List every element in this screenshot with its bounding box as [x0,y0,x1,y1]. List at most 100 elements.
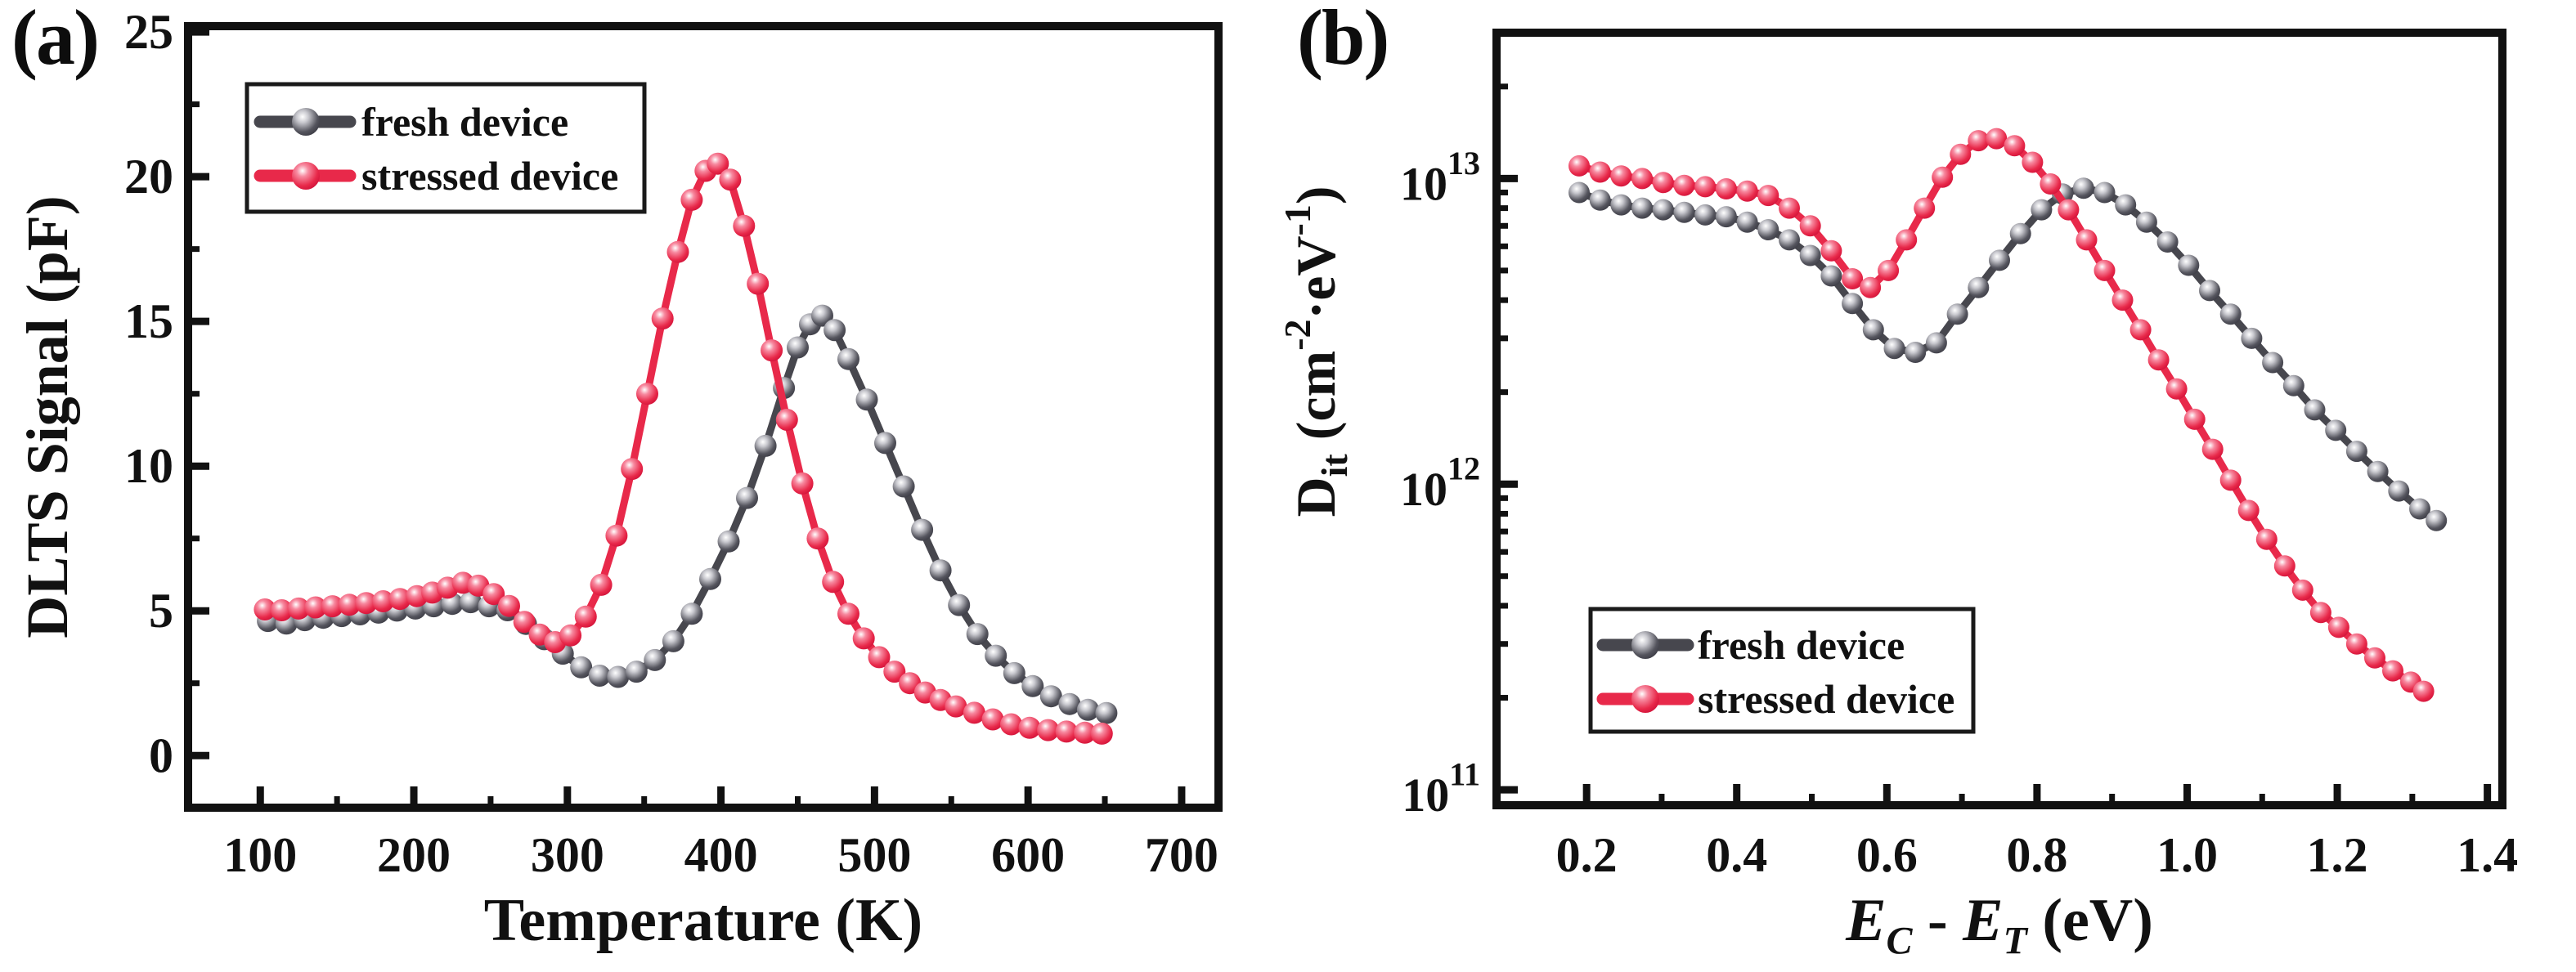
fresh_device-data-point [1968,276,1990,298]
stressed_device-data-point [883,661,906,683]
fresh_device-data-point [2219,303,2242,325]
fresh_device-data-point [837,347,859,370]
stressed_device-data-point [355,592,378,615]
fresh_device-data-point [2178,254,2200,276]
legend-item-label: fresh device [1698,622,1905,668]
stressed_device-data-point [2273,555,2296,577]
fresh_device-data-point [855,388,878,411]
stressed_device-data-point [981,708,1004,731]
stressed_device-data-point [2364,647,2385,669]
fresh_device-data-point [1589,189,1611,211]
stressed_device-data-point [1932,166,1954,188]
fresh_device-data-point [1673,201,1695,223]
fresh_device-data-point [717,530,740,553]
stressed_device-data-point [372,590,394,612]
plot-frame [184,22,1223,812]
x-tick-label: 1.4 [2457,828,2518,882]
stressed_device-data-point [2076,229,2098,251]
fresh_device-data-point [736,486,758,509]
stressed_device-data-point [2345,633,2367,655]
legend-item-label: stressed device [1698,676,1954,722]
stressed_device-data-point [2147,349,2170,371]
fresh_device-data-point [2031,199,2053,221]
stressed_device-data-point [304,596,327,619]
fresh_device-data-point [2199,280,2220,302]
fresh_device-data-point [892,475,915,498]
x-tick-label: 1.2 [2307,828,2368,882]
legend-box [1588,607,1976,734]
fresh_device-data-point [1058,692,1081,715]
fresh_device-data-point [1715,206,1737,228]
fresh_device-data-point [1799,244,1821,267]
stressed_device-data-point [338,594,361,616]
fresh_device-data-point [699,567,721,590]
fresh_device-data-point [570,656,593,679]
x-tick-label: 700 [1145,828,1218,882]
y-tick-label: 1012 [1400,450,1480,516]
stressed_device-data-point [590,573,613,596]
fresh_device-data-point [2282,374,2304,396]
x-tick-label: 500 [837,828,911,882]
y-tick-label: 0 [149,728,173,782]
fresh_device-data-point [948,594,971,616]
fresh_device-data-point [644,648,666,671]
stressed_device-data-point [963,701,985,724]
fresh_device-data-point [1842,293,1864,315]
fresh_device-data-point [2262,352,2284,374]
stressed_device-data-point [2327,616,2349,638]
panel-a: 100 200 300 400 500 600 700 0 5 10 15 20 25 Temperatu… [15,5,1223,954]
fresh_device-data-point [1003,661,1025,684]
legend-item-label: stressed device [361,153,618,199]
stressed_device-data-point [2382,660,2403,682]
stressed_device-data-point [574,605,597,628]
legend-marker-sample [1631,685,1659,713]
x-tick-label: 600 [991,828,1065,882]
fresh_device-data-point [460,591,482,614]
fresh_device-data-point [625,661,648,683]
stressed_device-data-point [621,458,644,481]
stressed_device-data-point [945,695,967,718]
fresh_device-data-point [607,665,630,688]
legend: fresh device stressed device [245,82,647,214]
fresh_device-data-point [2156,231,2179,253]
stressed_device-data-point [868,646,891,669]
stressed_device-data-point [287,597,310,620]
stressed_device-data-point [2219,469,2242,491]
fresh_device-data-point [2135,211,2157,233]
fresh_device-data-point [1694,204,1717,226]
stressed_device-data-point [1779,197,1800,219]
stressed_device-data-point [2129,319,2152,341]
stressed_device-data-point [271,599,293,621]
stressed_device-data-point [852,627,875,650]
stressed_device-data-point [791,472,814,495]
fresh_device-data-point [2325,419,2347,441]
x-tick-label: 0.2 [1556,828,1618,882]
fresh_device-data-point [2094,181,2116,204]
stressed_device-data-point [2040,173,2062,195]
fresh_device-data-point [754,434,777,457]
stressed_device-data-point [1631,168,1654,190]
fresh_device-data-point [1757,219,1779,240]
fresh_device-data-point [2409,498,2430,520]
stressed_device-data-point [2165,378,2188,400]
legend-box [245,82,647,214]
fresh_device-data-point [2388,480,2410,502]
stressed_device-data-point [1055,720,1078,743]
x-tick-label: 100 [223,828,297,882]
fresh_device-data-point [787,336,809,359]
x-tick-label: 300 [531,828,604,882]
fresh_device-data-point [588,665,611,687]
stressed_device-data-point [1820,240,1842,262]
fresh_device-data-point [966,623,989,646]
fresh_device-data-point [811,304,833,327]
fresh_device-data-point [2367,460,2389,482]
stressed_device-data-point [1000,713,1022,736]
stressed_device-data-point [2309,602,2331,624]
stressed_device-data-point [837,602,859,625]
fresh_device-data-point [929,559,952,582]
stressed_device-data-point [1799,215,1821,237]
y-tick-label: 1013 [1400,144,1480,210]
stressed_device-data-point [559,624,582,647]
stressed_device-data-point [2094,259,2116,281]
